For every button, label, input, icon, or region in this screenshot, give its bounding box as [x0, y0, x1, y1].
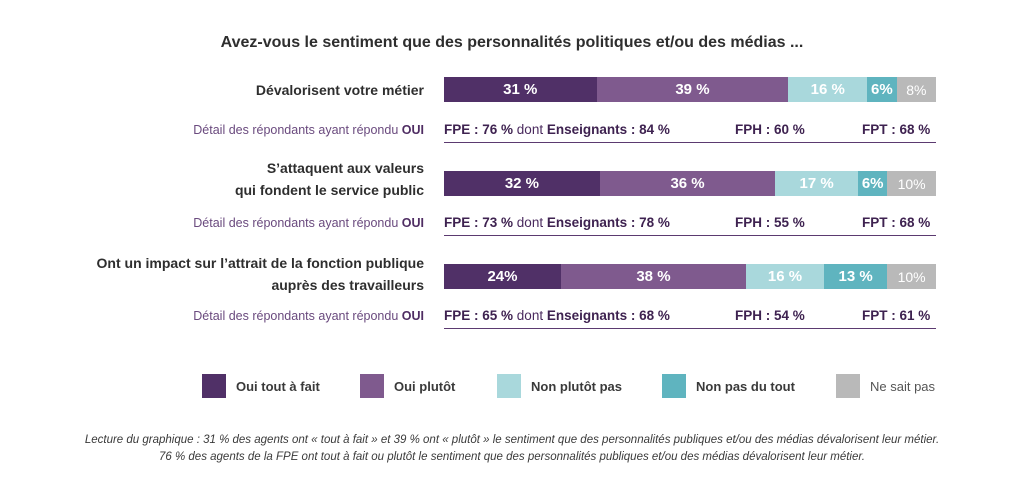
- data-label-non-plutot-pas-3: 16 %: [767, 268, 803, 285]
- legend-swatch-ne-sait-pas: [836, 374, 860, 398]
- data-label-oui-plutot-2: 36 %: [670, 175, 705, 192]
- detail-label-2-prefix: Détail des répondants ayant répondu: [193, 216, 402, 230]
- bar-segment-oui-tout-a-fait-1: 31 %: [444, 77, 597, 102]
- chart-title: Avez-vous le sentiment que des personnal…: [220, 34, 804, 51]
- detail-label-1-prefix: Détail des répondants ayant répondu: [193, 123, 402, 137]
- detail-3-enseignants: Enseignants : 68 %: [546, 308, 670, 323]
- detail-3-fph: FPH : 54 %: [735, 308, 805, 323]
- bar-segment-ne-sait-pas-2: 10%: [887, 171, 936, 196]
- bar-segment-ne-sait-pas-3: 10%: [887, 264, 936, 289]
- data-label-ne-sait-pas-2: 10%: [897, 175, 926, 192]
- bar-segment-oui-plutot-3: 38 %: [560, 264, 746, 289]
- stacked-bar-2: 32 % 36 % 17 % 6% 10%: [444, 171, 936, 196]
- detail-1-enseignants: Enseignants : 84 %: [546, 122, 670, 137]
- detail-3-fpe: FPE : 65 %: [444, 308, 514, 323]
- detail-1-fph: FPH : 60 %: [735, 122, 805, 137]
- detail-line-3: FPE : 65 % dont Enseignants : 68 % FPH :…: [444, 306, 936, 329]
- detail-1-fpe: FPE : 76 %: [444, 122, 514, 137]
- row-label-3-line-2: auprès des travailleurs: [271, 277, 424, 293]
- caption-line-2: 76 % des agents de la FPE ont tout à fai…: [159, 451, 865, 463]
- legend-swatch-non-pas-du-tout: [662, 374, 686, 398]
- legend-item-non-plutot-pas: Non plutôt pas: [497, 374, 622, 398]
- detail-2-fpe: FPE : 73 %: [444, 215, 514, 230]
- bar-segment-non-pas-du-tout-2: 6%: [858, 171, 888, 196]
- row-label-3-line-1: Ont un impact sur l’attrait de la foncti…: [96, 255, 424, 271]
- data-label-oui-plutot-1: 39 %: [675, 81, 710, 98]
- detail-1-fpt: FPT : 68 %: [862, 122, 931, 137]
- bar-segment-non-plutot-pas-2: 17 %: [775, 171, 859, 196]
- data-label-oui-plutot-3: 38 %: [636, 268, 671, 285]
- stacked-bar-1: 31 % 39 % 16 % 6% 8%: [444, 77, 936, 102]
- bar-segment-non-pas-du-tout-3: 13 %: [823, 264, 888, 289]
- data-label-oui-tout-a-fait-3: 24%: [487, 268, 518, 285]
- detail-2-fpt: FPT : 68 %: [862, 215, 931, 230]
- bar-segment-oui-plutot-1: 39 %: [596, 77, 789, 102]
- legend-label-non-plutot-pas: Non plutôt pas: [531, 378, 622, 394]
- bar-segment-non-plutot-pas-1: 16 %: [788, 77, 868, 102]
- bar-segment-oui-plutot-2: 36 %: [599, 171, 776, 196]
- stacked-bar-3: 24% 38 % 16 % 13 % 10%: [444, 264, 936, 289]
- legend-label-non-pas-du-tout: Non pas du tout: [696, 378, 795, 394]
- detail-1-fpe-group: FPE : 76 % dont Enseignants : 84 %: [444, 122, 670, 137]
- detail-2-dont: dont: [516, 215, 544, 230]
- data-label-non-plutot-pas-2: 17 %: [799, 175, 834, 192]
- detail-3-fpe-group: FPE : 65 % dont Enseignants : 68 %: [444, 308, 670, 323]
- legend-item-oui-plutot: Oui plutôt: [360, 374, 455, 398]
- row-label-2: S’attaquent aux valeurs qui fondent le s…: [235, 157, 424, 201]
- bar-segment-ne-sait-pas-1: 8%: [896, 77, 936, 102]
- legend-swatch-oui-plutot: [360, 374, 384, 398]
- bar-segment-oui-tout-a-fait-2: 32 %: [444, 171, 600, 196]
- detail-1-dont: dont: [516, 122, 544, 137]
- detail-label-3: Détail des répondants ayant répondu OUI: [193, 309, 424, 323]
- detail-label-1: Détail des répondants ayant répondu OUI: [193, 123, 424, 137]
- detail-label-2: Détail des répondants ayant répondu OUI: [193, 216, 424, 230]
- data-label-non-plutot-pas-1: 16 %: [810, 81, 845, 98]
- row-label-2-line-1: S’attaquent aux valeurs: [266, 160, 424, 176]
- detail-3-fpt: FPT : 61 %: [862, 308, 931, 323]
- legend-swatch-oui-tout-a-fait: [202, 374, 226, 398]
- row-label-2-line-2: qui fondent le service public: [234, 182, 424, 198]
- bar-segment-oui-tout-a-fait-3: 24%: [444, 264, 561, 289]
- detail-line-2: FPE : 73 % dont Enseignants : 78 % FPH :…: [444, 213, 936, 236]
- data-label-oui-tout-a-fait-2: 32 %: [504, 175, 540, 192]
- data-label-ne-sait-pas-1: 8%: [906, 81, 927, 98]
- detail-label-1-bold: OUI: [401, 123, 424, 137]
- bar-segment-non-pas-du-tout-1: 6%: [867, 77, 897, 102]
- data-label-non-pas-du-tout-2: 6%: [861, 175, 884, 192]
- detail-3-dont: dont: [516, 308, 544, 323]
- legend-item-ne-sait-pas: Ne sait pas: [836, 374, 935, 398]
- detail-label-3-prefix: Détail des répondants ayant répondu: [193, 309, 402, 323]
- legend-swatch-non-plutot-pas: [497, 374, 521, 398]
- data-label-non-pas-du-tout-3: 13 %: [838, 268, 873, 285]
- caption-line-1: Lecture du graphique : 31 % des agents o…: [84, 434, 940, 446]
- detail-label-3-bold: OUI: [401, 309, 424, 323]
- legend: Oui tout à fait Oui plutôt Non plutôt pa…: [0, 374, 1024, 398]
- legend-item-non-pas-du-tout: Non pas du tout: [662, 374, 795, 398]
- detail-2-fpe-group: FPE : 73 % dont Enseignants : 78 %: [444, 215, 670, 230]
- legend-item-oui-tout-a-fait: Oui tout à fait: [202, 374, 320, 398]
- legend-label-ne-sait-pas: Ne sait pas: [870, 378, 936, 394]
- detail-line-1: FPE : 76 % dont Enseignants : 84 % FPH :…: [444, 120, 936, 143]
- detail-label-2-bold: OUI: [401, 216, 424, 230]
- bar-segment-non-plutot-pas-3: 16 %: [746, 264, 824, 289]
- legend-label-oui-tout-a-fait: Oui tout à fait: [236, 378, 320, 394]
- legend-label-oui-plutot: Oui plutôt: [394, 378, 456, 394]
- data-label-non-pas-du-tout-1: 6%: [871, 81, 893, 98]
- row-label-3: Ont un impact sur l’attrait de la foncti…: [97, 252, 424, 296]
- row-label-1: Dévalorisent votre métier: [256, 79, 424, 101]
- detail-2-enseignants: Enseignants : 78 %: [546, 215, 670, 230]
- data-label-ne-sait-pas-3: 10%: [897, 268, 926, 285]
- detail-2-fph: FPH : 55 %: [735, 215, 805, 230]
- row-label-1-line-1: Dévalorisent votre métier: [255, 82, 424, 98]
- data-label-oui-tout-a-fait-1: 31 %: [503, 81, 538, 98]
